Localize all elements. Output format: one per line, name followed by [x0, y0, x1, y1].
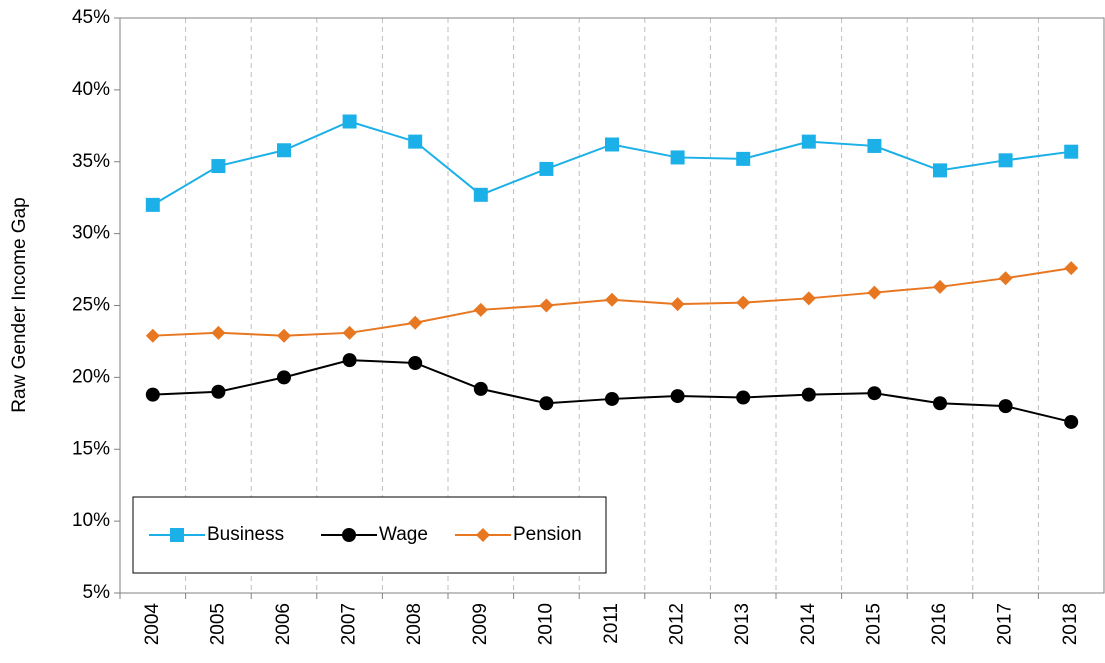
marker — [539, 298, 554, 313]
marker — [539, 396, 554, 411]
marker — [211, 384, 226, 399]
x-tick-label: 2015 — [863, 603, 884, 645]
marker — [277, 370, 291, 385]
marker — [277, 143, 291, 158]
legend-label: Wage — [379, 524, 428, 545]
marker — [867, 138, 882, 153]
x-tick-label: 2017 — [995, 603, 1016, 645]
marker — [1064, 414, 1079, 429]
x-tick-label: 2018 — [1060, 603, 1081, 645]
marker — [605, 137, 619, 152]
marker — [211, 159, 226, 174]
marker — [145, 197, 160, 212]
marker — [408, 315, 423, 330]
x-tick-label: 2013 — [732, 603, 753, 645]
y-axis-label: Raw Gender Income Gap — [9, 197, 30, 412]
x-tick-label: 2016 — [929, 603, 950, 645]
marker — [670, 297, 685, 312]
marker — [211, 325, 226, 340]
marker — [473, 187, 488, 202]
series-line — [152, 359, 1072, 423]
marker — [736, 151, 751, 166]
marker — [998, 153, 1013, 168]
marker — [473, 302, 488, 317]
legend-label: Pension — [513, 524, 582, 545]
x-tick-label: 2006 — [273, 603, 294, 645]
y-tick-label: 15% — [72, 438, 110, 459]
marker — [605, 292, 619, 307]
y-tick-label: 45% — [72, 7, 110, 28]
x-tick-label: 2011 — [601, 603, 622, 644]
marker — [670, 389, 685, 404]
marker — [933, 279, 947, 294]
marker — [736, 295, 751, 310]
x-tick-label: 2007 — [339, 603, 360, 645]
marker — [998, 399, 1013, 414]
series-line — [152, 120, 1072, 206]
legend-marker — [342, 528, 356, 542]
marker — [473, 381, 488, 396]
y-tick-label: 35% — [72, 151, 110, 172]
x-tick-label: 2005 — [207, 603, 228, 645]
marker — [277, 328, 291, 343]
marker — [342, 325, 357, 340]
marker — [801, 134, 816, 149]
marker — [1064, 144, 1079, 159]
marker — [1064, 261, 1079, 276]
x-tick-label: 2014 — [798, 603, 819, 646]
marker — [998, 271, 1013, 286]
marker — [342, 114, 357, 129]
y-tick-label: 10% — [72, 510, 110, 531]
marker — [933, 396, 947, 411]
marker — [867, 285, 882, 300]
marker — [539, 161, 554, 176]
y-tick-label: 25% — [72, 295, 110, 316]
y-tick-label: 30% — [72, 223, 110, 244]
legend-marker — [170, 528, 184, 542]
x-tick-label: 2004 — [142, 603, 163, 646]
marker — [801, 387, 816, 402]
marker — [670, 150, 685, 165]
marker — [933, 163, 947, 178]
marker — [408, 356, 423, 370]
marker — [342, 353, 357, 368]
y-tick-label: 40% — [72, 79, 110, 100]
x-tick-label: 2012 — [667, 603, 688, 645]
legend-marker — [476, 528, 490, 542]
x-tick-label: 2009 — [470, 603, 491, 645]
x-tick-label: 2010 — [535, 603, 556, 645]
x-tick-label: 2008 — [404, 603, 425, 645]
marker — [605, 391, 619, 406]
marker — [867, 386, 882, 401]
marker — [408, 134, 423, 149]
y-tick-label: 20% — [72, 366, 110, 387]
marker — [145, 387, 160, 402]
y-tick-label: 5% — [83, 582, 111, 603]
marker — [145, 328, 160, 343]
marker — [736, 390, 751, 405]
marker — [801, 291, 816, 306]
legend-label: Business — [207, 524, 284, 545]
